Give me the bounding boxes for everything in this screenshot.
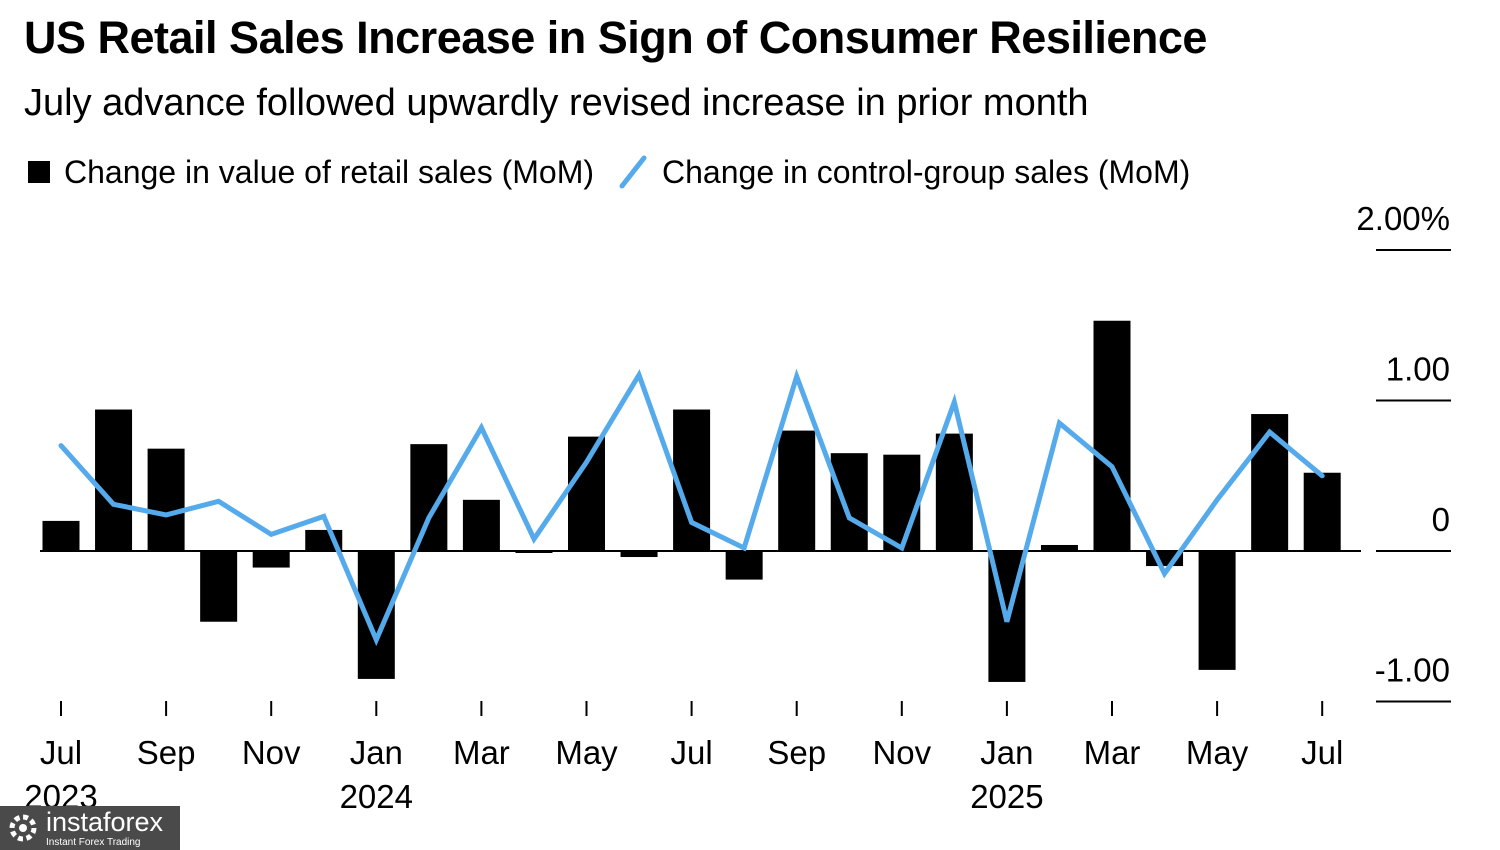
x-tick-label-5: May (555, 734, 618, 771)
x-tick-label-6: Jul (671, 734, 713, 771)
x-tick-label-1: Sep (137, 734, 196, 771)
watermark: instaforex Instant Forex Trading (0, 806, 180, 850)
bar-8 (462, 499, 500, 551)
control-group-line (58, 368, 1325, 647)
x-tick-label-12: Jul (1301, 734, 1343, 771)
legend-item-retail-sales: Change in value of retail sales (MoM) (28, 154, 594, 191)
bar-16 (883, 454, 921, 551)
bar-0 (42, 520, 80, 551)
bar-19 (1040, 544, 1078, 551)
chart-title: US Retail Sales Increase in Sign of Cons… (24, 12, 1207, 63)
chart-subtitle: July advance followed upwardly revised i… (24, 82, 1089, 124)
instaforex-logo-icon (9, 814, 37, 842)
bar-10 (568, 436, 605, 551)
bar-3 (200, 551, 238, 622)
legend-label-retail-sales: Change in value of retail sales (MoM) (64, 153, 595, 190)
bar-4 (252, 551, 290, 568)
bar-11 (620, 551, 658, 558)
bar-15 (830, 453, 868, 551)
bar-20 (1093, 320, 1131, 551)
x-tick-label-11: May (1186, 734, 1249, 771)
x-tick-label-10: Mar (1084, 734, 1141, 771)
x-tick-label-0: Jul (40, 734, 82, 771)
y-tick-label-3: -1.00 (1375, 652, 1450, 689)
bar-22 (1198, 551, 1236, 670)
bar-24 (1303, 472, 1341, 551)
x-year-label-2: 2025 (970, 778, 1043, 815)
bar-23 (1251, 414, 1289, 551)
x-tick-label-8: Nov (872, 734, 931, 771)
x-tick-label-7: Sep (767, 734, 826, 771)
x-tick-label-4: Mar (453, 734, 510, 771)
watermark-brand: instaforex (46, 806, 164, 837)
bar-1 (95, 409, 133, 551)
bar-13 (725, 551, 763, 580)
y-tick-label-2: 0 (1432, 501, 1450, 538)
legend-bar-swatch (28, 161, 50, 183)
x-tick-label-2: Nov (242, 734, 301, 771)
y-tick-label-0: 2.00% (1356, 200, 1450, 237)
legend-line-swatch (619, 155, 647, 189)
y-tick-label-1: 1.00 (1386, 351, 1450, 388)
legend-item-control-group: Change in control-group sales (MoM) (618, 152, 1190, 192)
bar-14 (778, 430, 816, 551)
x-year-label-1: 2024 (340, 778, 413, 815)
x-tick-label-9: Jan (980, 734, 1033, 771)
legend: Change in value of retail sales (MoM) Ch… (28, 150, 1214, 194)
bar-2 (147, 448, 185, 551)
watermark-tagline: Instant Forex Trading (46, 836, 141, 848)
legend-label-control-group: Change in control-group sales (MoM) (662, 153, 1191, 190)
x-tick-label-3: Jan (350, 734, 403, 771)
